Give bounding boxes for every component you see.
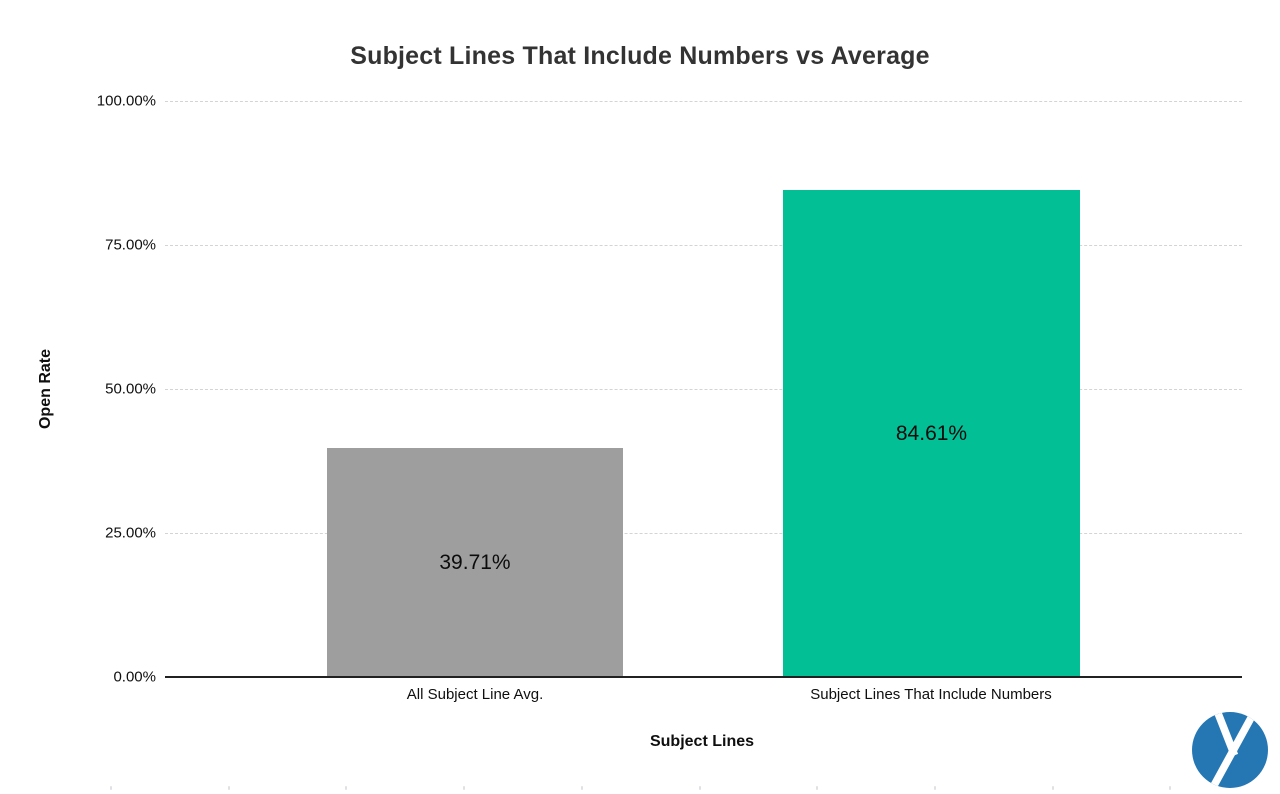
x-axis-title: Subject Lines (649, 733, 755, 750)
gridline (165, 389, 1242, 390)
crop-mark (227, 786, 230, 790)
crop-mark (816, 786, 819, 790)
crop-mark (933, 786, 936, 790)
crop-mark (345, 786, 348, 790)
x-category-label: Subject Lines That Include Numbers (810, 686, 1052, 703)
bar-all-subject-line-avg: 39.71% (327, 448, 623, 677)
crop-mark (463, 786, 466, 790)
gridline (165, 245, 1242, 246)
plot-area: 0.00% 25.00% 50.00% 75.00% 100.00% 39.71% 84.… (97, 93, 1242, 703)
bar-value-label: 84.61% (895, 421, 968, 445)
gridline (165, 533, 1242, 534)
yesware-y-logo-icon (1192, 712, 1268, 788)
crop-mark (1051, 786, 1054, 790)
bar-value-label: 39.71% (439, 550, 511, 574)
crop-mark (1169, 786, 1172, 790)
y-axis-title: Open Rate (37, 348, 54, 430)
crop-mark (580, 786, 583, 790)
crop-mark (110, 786, 112, 790)
crop-mark (698, 786, 701, 790)
x-axis-line (165, 676, 1242, 678)
x-category-label: All Subject Line Avg. (406, 686, 544, 703)
y-tick-label: 100.00% (96, 92, 156, 110)
y-tick-label: 50.00% (105, 380, 156, 398)
y-tick-label: 25.00% (105, 524, 156, 542)
gridline (165, 101, 1242, 102)
bar-subject-lines-with-numbers: 84.61% (783, 190, 1080, 677)
y-tick-label: 75.00% (105, 236, 156, 254)
y-tick-label: 0.00% (113, 668, 156, 686)
chart-title: Subject Lines That Include Numbers vs Av… (350, 42, 930, 70)
